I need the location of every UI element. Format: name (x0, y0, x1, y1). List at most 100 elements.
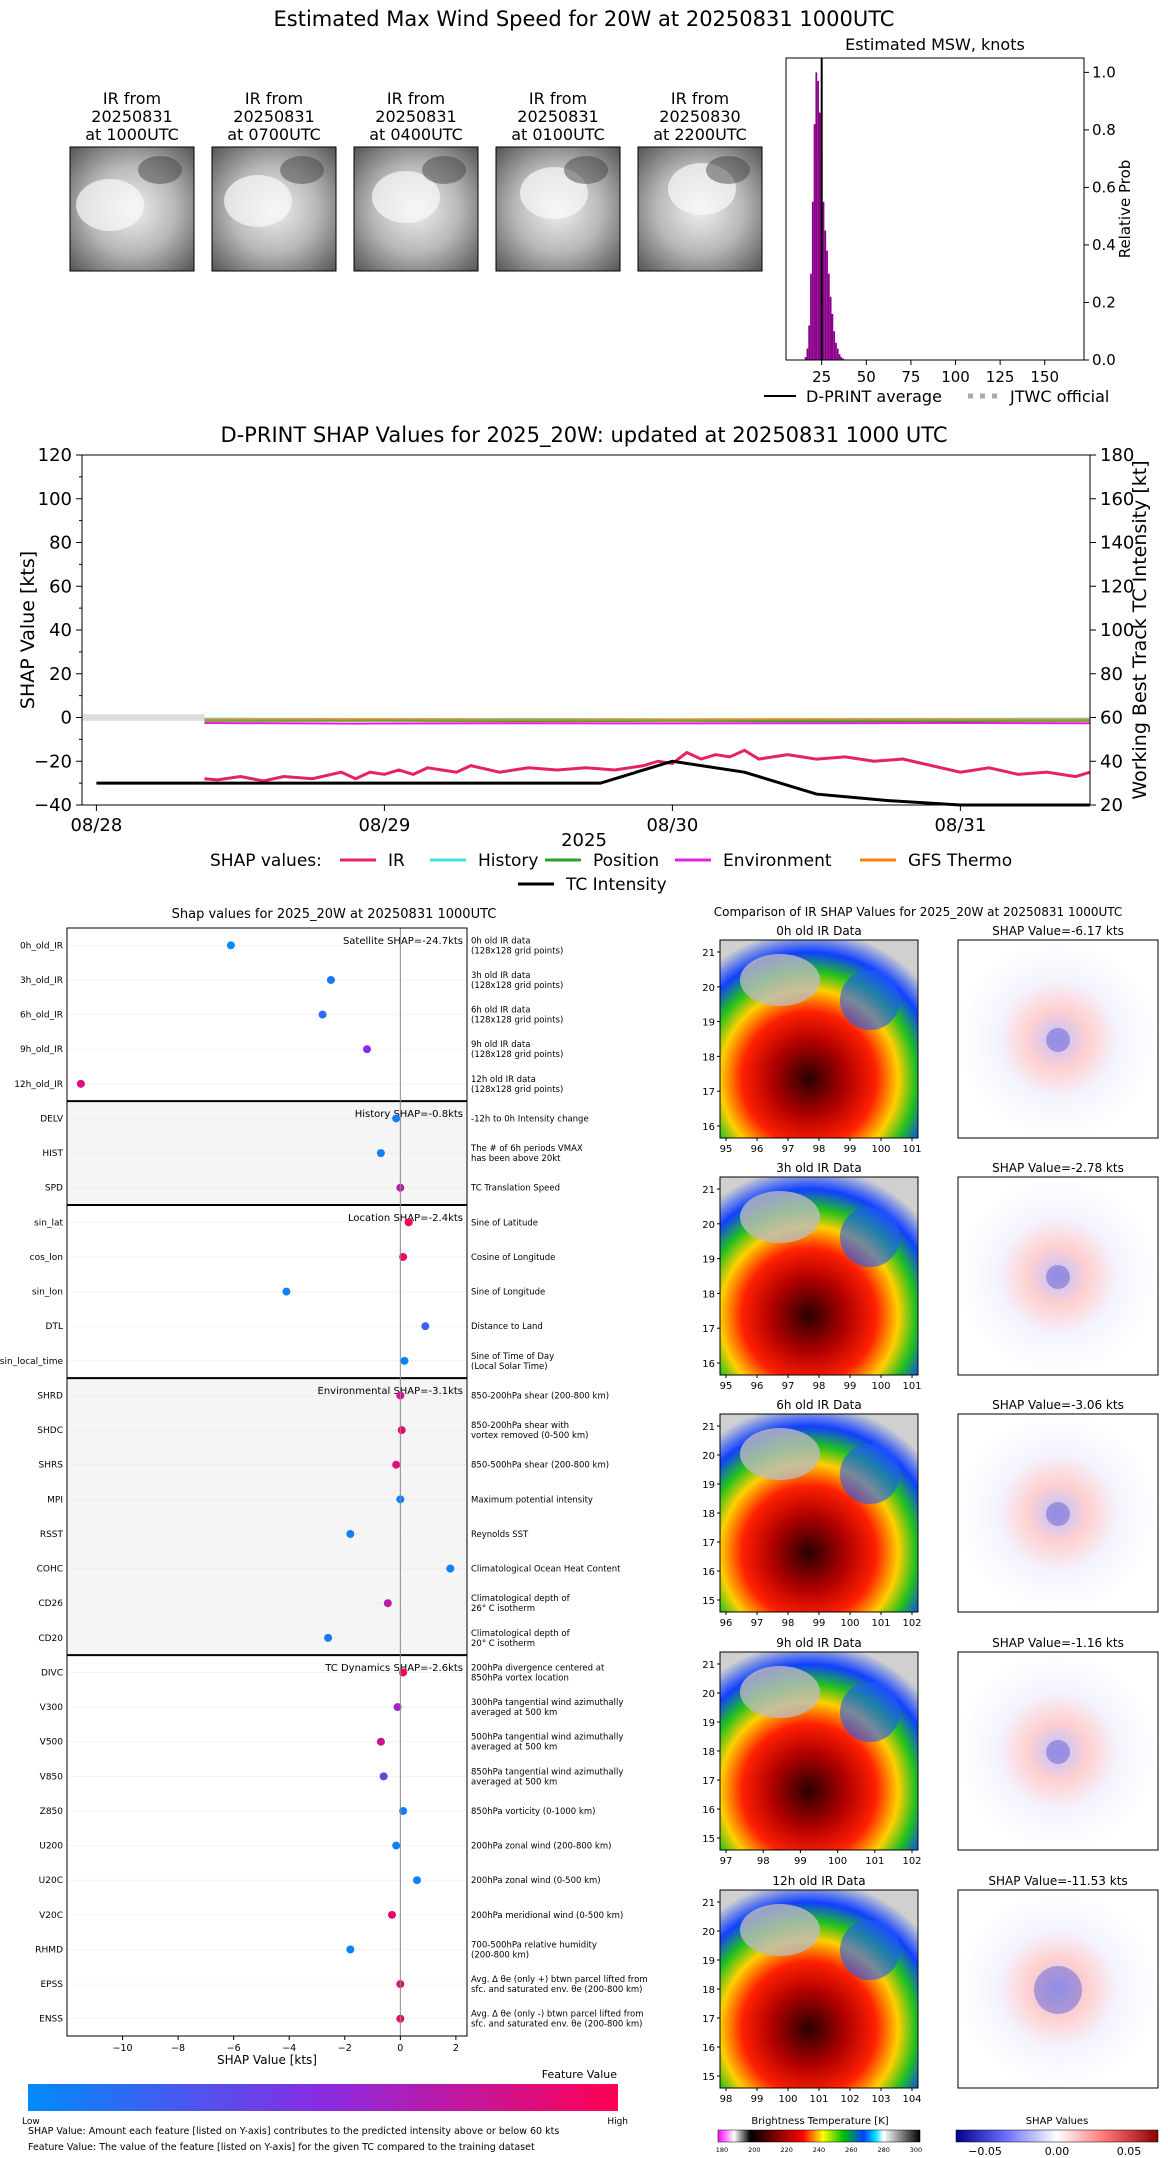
colorbar-high: High (607, 2117, 628, 2127)
feature-description: (128x128 grid points) (471, 1085, 563, 1095)
cloud-blob (224, 175, 292, 227)
ir-xtick-label: 97 (720, 1856, 733, 1867)
feature-label: 3h_old_IR (20, 976, 63, 986)
feature-description: 700-500hPa relative humidity (471, 1940, 597, 1950)
ts-xtick-label: 08/29 (358, 815, 410, 836)
ir-panel-title: 0h old IR Data (776, 924, 862, 938)
thumb-label: IR from (103, 89, 161, 108)
feature-point (392, 1460, 401, 1469)
feature-description: Climatological Ocean Heat Content (471, 1565, 621, 1575)
legend-dprint-label: D-PRINT average (806, 387, 942, 406)
thumb-label: 20250831 (375, 107, 456, 126)
feature-description: 500hPa tangential wind azimuthally (471, 1733, 623, 1743)
ir-ytick-label: 18 (702, 1289, 715, 1300)
ts-y2tick-label: 60 (1100, 708, 1123, 729)
feature-description: TC Translation Speed (470, 1184, 560, 1194)
hist-bar (811, 201, 814, 360)
bee-xtick-label: 2 (453, 2043, 459, 2054)
feature-description: (128x128 grid points) (471, 1016, 563, 1026)
feature-description: 850-200hPa shear with (471, 1421, 569, 1431)
feature-point (397, 1426, 406, 1435)
ts-y2tick-label: 120 (1100, 576, 1134, 597)
series-line-environment (204, 721, 1091, 725)
group-label: Location SHAP=-2.4kts (348, 1213, 463, 1224)
ir-ytick-label: 19 (702, 1480, 715, 1491)
cold-cloud (840, 1682, 900, 1742)
thumb-label: at 0400UTC (369, 125, 463, 144)
ir-ytick-label: 17 (702, 1087, 715, 1098)
feature-point (376, 1149, 385, 1158)
feature-description: Sine of Latitude (471, 1218, 538, 1228)
bt-colorbar-tick: 280 (877, 2146, 889, 2154)
legend-label: History (478, 851, 538, 871)
ir-xtick-label: 99 (794, 1856, 807, 1867)
feature-point (413, 1876, 421, 1885)
hist-bar (804, 357, 807, 360)
bt-colorbar-tick: 300 (910, 2146, 922, 2154)
shap-hotspot (1034, 1966, 1082, 2014)
feature-description: Sine of Longitude (471, 1288, 545, 1298)
feature-point (404, 1218, 413, 1227)
feature-description: 850-500hPa shear (200-800 km) (471, 1461, 609, 1471)
cold-cloud (740, 1904, 820, 1956)
legend-label: IR (388, 851, 405, 871)
cold-cloud (840, 1920, 900, 1980)
ir-ytick-label: 19 (702, 1018, 715, 1029)
feature-label: SHRS (39, 1461, 64, 1471)
ir-ytick-label: 16 (702, 2043, 715, 2054)
ir-xtick-label: 97 (782, 1144, 795, 1155)
feature-label: SHDC (37, 1426, 63, 1436)
ts-y2tick-label: 160 (1100, 489, 1134, 510)
ts-ytick-label: 60 (49, 576, 72, 597)
ir-xtick-label: 99 (751, 2094, 764, 2105)
series-line-ir (204, 748, 1091, 783)
cold-cloud (840, 1207, 900, 1267)
shap-hotspot (1046, 1028, 1070, 1052)
feature-description: Maximum potential intensity (471, 1495, 593, 1505)
ir-xtick-label: 102 (902, 1618, 921, 1629)
ir-xtick-label: 98 (813, 1144, 826, 1155)
ir-ytick-label: 21 (702, 1898, 715, 1909)
feature-point (379, 1772, 388, 1781)
feature-description: (200-800 km) (471, 1950, 529, 1960)
ts-xtick-label: 08/28 (70, 815, 122, 836)
shap-colorbar-tick: −0.05 (968, 2145, 1002, 2158)
shap-panel-title: SHAP Value=-2.78 kts (992, 1161, 1124, 1175)
legend-label: Position (593, 851, 659, 871)
hist-xtick-label: 150 (1030, 368, 1059, 386)
feature-description: 850hPa vortex location (471, 1673, 569, 1683)
feature-description: Distance to Land (471, 1322, 543, 1332)
feature-description: vortex removed (0-500 km) (471, 1431, 588, 1441)
shap-panel-image (957, 1651, 1159, 1851)
ir-ytick-label: 15 (702, 2072, 715, 2083)
legend-label: GFS Thermo (908, 851, 1012, 871)
ts-ytick-label: 80 (49, 533, 72, 554)
ts-ytick-label: 120 (38, 445, 72, 466)
feature-description: 20° C isotherm (471, 1639, 535, 1649)
ts-y2tick-label: 20 (1100, 795, 1123, 816)
ir-xtick-label: 100 (871, 1381, 890, 1392)
feature-label: U20C (39, 1876, 63, 1886)
ir-ytick-label: 20 (702, 1689, 715, 1700)
ir-xtick-label: 96 (751, 1144, 764, 1155)
feature-description: 850-200hPa shear (200-800 km) (471, 1391, 609, 1401)
feature-label: cos_lon (30, 1253, 63, 1263)
ir-ytick-label: 15 (702, 1596, 715, 1607)
feature-point (326, 975, 335, 984)
ir-ytick-label: 18 (702, 1509, 715, 1520)
ir-xtick-label: 100 (871, 1144, 890, 1155)
colorbar-low: Low (22, 2117, 40, 2127)
feature-description: sfc. and saturated env. θe (200-800 km) (471, 2020, 643, 2030)
ts-ytick-label: −40 (34, 795, 72, 816)
hist-bar (835, 342, 837, 360)
hist-ytick-label: 0.8 (1092, 121, 1116, 139)
cloud-shadow (280, 156, 324, 184)
figure-title: Estimated Max Wind Speed for 20W at 2025… (274, 7, 895, 31)
feature-point (399, 1806, 408, 1815)
feature-description: has been above 20kt (471, 1154, 561, 1164)
ir-panel-title: 6h old IR Data (776, 1398, 862, 1412)
group-label: Satellite SHAP=-24.7kts (343, 936, 463, 947)
ts-y2label: Working Best Track TC Intensity [kt] (1129, 460, 1151, 799)
